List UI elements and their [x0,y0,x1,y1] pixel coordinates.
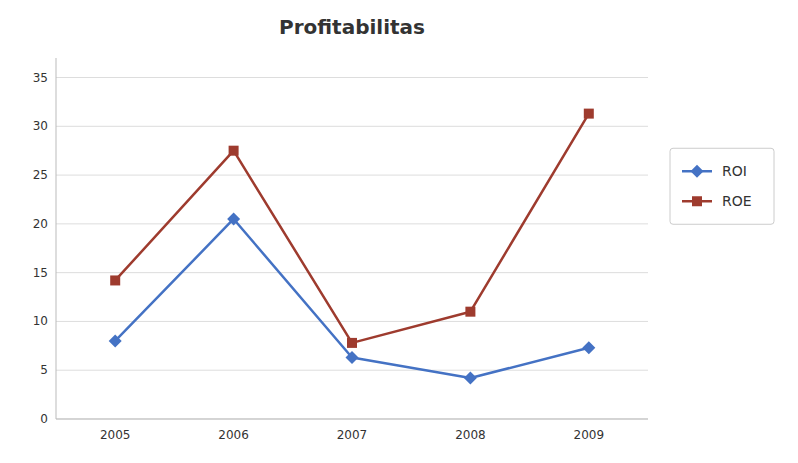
marker [347,338,357,348]
marker [109,334,122,347]
x-axis-line [56,419,648,420]
legend-label: ROI [722,163,747,179]
grid-line [56,126,648,127]
y-tick-label: 10 [33,314,48,328]
legend: ROI ROE [670,148,774,224]
marker [346,351,359,364]
grid-line [56,77,648,78]
grid-line [56,272,648,273]
x-tick-label: 2009 [574,428,605,442]
y-tick-label: 25 [33,168,48,182]
x-tick-label: 2007 [337,428,368,442]
y-tick-label: 15 [33,266,48,280]
y-tick-label: 35 [33,71,48,85]
x-tick-label: 2008 [455,428,486,442]
chart-svg: Profitabilitas 0 5 10 15 20 25 30 35 2005 2006 2007… [0,0,798,463]
x-tick-label: 2005 [100,428,131,442]
grid [56,78,648,419]
y-tick-label: 20 [33,217,48,231]
legend-marker [691,165,704,178]
marker [465,307,475,317]
grid-line [56,223,648,224]
marker [227,212,240,225]
series [109,212,596,384]
series [110,109,594,348]
chart-title: Profitabilitas [279,15,425,39]
marker [229,146,239,156]
legend-box [670,148,774,224]
x-tick-label: 2006 [218,428,249,442]
grid-line [56,370,648,371]
line [115,219,589,378]
grid-line [56,321,648,322]
legend-marker [692,196,702,206]
legend-label: ROE [722,193,752,209]
marker [464,372,477,385]
y-tick-label: 30 [33,119,48,133]
marker [110,275,120,285]
y-tick-label: 0 [40,412,48,426]
chart-container: Profitabilitas 0 5 10 15 20 25 30 35 2005 2006 2007… [0,0,798,463]
line [115,114,589,343]
grid-line [56,175,648,176]
marker [584,109,594,119]
marker [582,341,595,354]
grid-line [56,419,648,420]
plot-area [109,109,596,385]
y-tick-label: 5 [40,363,48,377]
y-axis-line [56,58,57,419]
